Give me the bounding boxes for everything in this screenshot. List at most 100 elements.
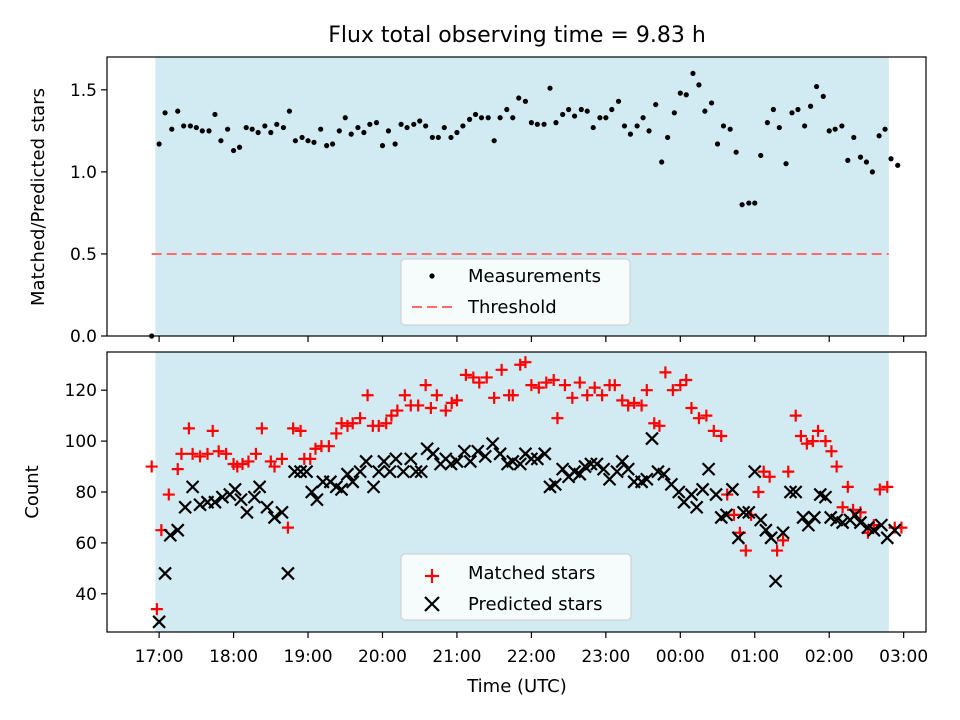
matched-star-point — [304, 452, 317, 465]
matched-stars-points — [145, 356, 908, 616]
measurement-point — [329, 141, 336, 147]
measurement-point — [627, 131, 634, 137]
measurement-point — [708, 100, 715, 106]
predicted-star-point — [584, 457, 598, 471]
matched-star-point — [450, 394, 463, 407]
predicted-star-point — [170, 523, 185, 537]
matched-star-point — [841, 480, 854, 493]
measurement-point — [752, 200, 758, 206]
predicted-star-point — [719, 508, 734, 522]
predicted-star-point — [530, 452, 545, 466]
predicted-star-point — [610, 464, 624, 479]
bottom-legend-box — [400, 553, 632, 621]
matched-star-point — [794, 430, 807, 442]
matched-star-point — [635, 399, 648, 412]
matched-star-point — [830, 460, 843, 473]
measurement-point — [379, 143, 386, 149]
matched-star-point — [275, 452, 288, 465]
measurement-point — [578, 106, 584, 113]
matched-star-point — [309, 442, 322, 455]
matched-star-point — [653, 419, 666, 432]
measurement-point — [696, 82, 702, 88]
predicted-star-point — [615, 454, 630, 469]
measurement-point — [156, 141, 162, 147]
measurement-point — [714, 141, 721, 147]
predicted-star-point — [505, 454, 520, 469]
measurement-point — [373, 120, 380, 126]
matched-star-point — [145, 460, 158, 473]
matched-star-point — [715, 430, 728, 442]
top-legend: Measurements Threshold — [400, 258, 631, 326]
predicted-star-point — [887, 523, 902, 537]
bottom-panel: 40 60 80 100 120 17:00 18:00 19:00 20:00 21:00 22… — [22, 351, 928, 697]
measurement-point — [541, 121, 547, 127]
chart-title: Flux total observing time = 9.83 h — [328, 23, 706, 48]
measurement-point — [274, 121, 280, 127]
predicted-star-point — [457, 444, 472, 459]
bottom-y-tick-label: 80 — [75, 483, 97, 503]
x-tick-label: 03:00 — [879, 647, 928, 667]
measurement-point — [534, 121, 540, 127]
measurement-point — [522, 98, 529, 104]
top-y-tick-label: 1.0 — [70, 163, 97, 183]
matched-star-point — [287, 422, 300, 435]
measurement-point — [361, 129, 367, 136]
predicted-star-point — [796, 510, 810, 525]
matched-star-point — [763, 470, 776, 483]
matched-star-point — [727, 508, 740, 521]
measurement-point — [820, 93, 826, 99]
matched-star-point — [596, 389, 609, 402]
measurement-point — [206, 128, 212, 134]
matched-star-point — [459, 368, 472, 381]
bottom-y-tick-label: 60 — [75, 534, 97, 554]
predicted-star-point — [340, 467, 355, 481]
predicted-star-point — [848, 508, 863, 522]
x-tick-label: 02:00 — [805, 647, 854, 667]
predicted-star-point — [776, 525, 790, 540]
measurement-point — [516, 95, 522, 101]
measurement-point — [199, 128, 205, 134]
bottom-axes-frame — [106, 351, 927, 633]
measurement-point — [423, 123, 429, 129]
measurement-point — [193, 124, 199, 131]
x-axis-label: Time (UTC) — [466, 676, 567, 697]
predicted-star-point — [759, 523, 773, 537]
predicted-star-point — [178, 500, 192, 515]
predicted-star-point — [807, 510, 822, 525]
predicted-star-point — [493, 447, 507, 461]
predicted-star-point — [193, 497, 207, 512]
x-tick-label: 00:00 — [656, 647, 705, 667]
bottom-y-tick-label: 120 — [65, 381, 97, 401]
top-x-ticks — [158, 336, 905, 342]
matched-star-point — [525, 379, 538, 392]
legend-predicted-marker — [424, 596, 440, 612]
measurement-point — [603, 115, 609, 121]
measurement-point — [727, 126, 733, 132]
measurement-point — [218, 138, 224, 144]
measurement-point — [888, 156, 894, 162]
measurement-point — [690, 70, 696, 77]
top-axes-frame — [106, 56, 927, 337]
measurement-point — [863, 159, 870, 165]
measurement-point — [249, 126, 255, 132]
predicted-star-point — [555, 462, 570, 476]
matched-star-point — [685, 402, 698, 414]
matched-star-point — [514, 358, 527, 371]
predicted-star-point — [478, 449, 493, 464]
measurement-point — [733, 149, 739, 155]
matched-star-point — [322, 440, 335, 453]
measurement-point — [770, 106, 776, 113]
matched-star-point — [819, 435, 832, 448]
measurement-point — [857, 154, 864, 160]
bottom-legend: Matched stars Predicted stars — [400, 553, 632, 621]
predicted-star-point — [267, 510, 282, 525]
measurement-point — [504, 106, 510, 113]
predicted-star-point — [513, 457, 528, 471]
predicted-star-point — [247, 490, 262, 504]
matched-star-point — [608, 379, 621, 392]
matched-star-point — [175, 447, 188, 460]
top-y-tick-label: 0.0 — [70, 327, 97, 347]
predicted-star-point — [275, 505, 289, 520]
matched-star-point — [424, 402, 437, 414]
